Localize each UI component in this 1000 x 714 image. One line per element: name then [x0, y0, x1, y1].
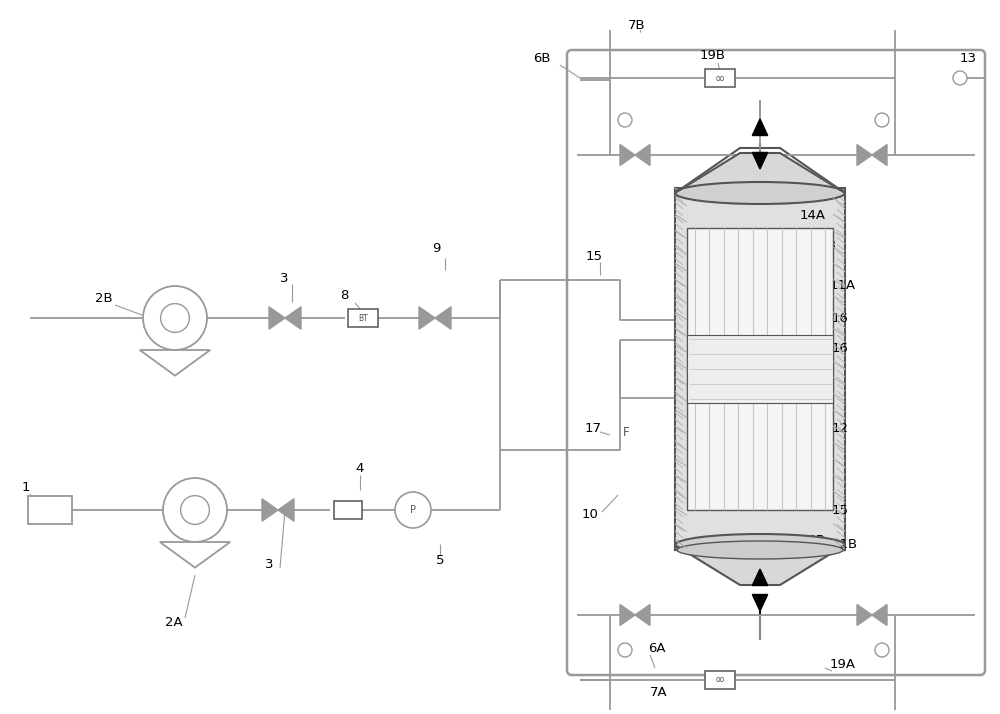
Polygon shape [278, 499, 294, 521]
Circle shape [143, 286, 207, 350]
Text: 11A: 11A [830, 278, 856, 291]
Text: 18: 18 [820, 238, 837, 251]
Ellipse shape [675, 534, 845, 556]
Text: 2B: 2B [95, 291, 113, 304]
Text: 3: 3 [280, 271, 289, 284]
Polygon shape [635, 605, 650, 625]
Text: 5: 5 [436, 553, 445, 566]
Text: 15: 15 [586, 249, 603, 263]
Text: 16: 16 [832, 311, 849, 324]
Text: 10: 10 [582, 508, 599, 521]
Text: F: F [740, 426, 747, 438]
Text: 2A: 2A [165, 616, 183, 630]
Text: 6B: 6B [533, 51, 550, 64]
Bar [348, 309, 378, 327]
Polygon shape [635, 144, 650, 166]
Text: 11B: 11B [832, 538, 858, 551]
Text: F: F [623, 426, 630, 438]
Text: 15: 15 [832, 503, 849, 516]
Circle shape [618, 643, 632, 657]
Circle shape [875, 643, 889, 657]
Polygon shape [857, 144, 872, 166]
Polygon shape [160, 542, 230, 568]
Polygon shape [620, 144, 635, 166]
Circle shape [953, 71, 967, 85]
Polygon shape [269, 307, 285, 329]
Bar [687, 228, 833, 510]
Text: P: P [410, 505, 416, 515]
Text: oo: oo [715, 74, 725, 83]
Text: 7B: 7B [628, 19, 646, 31]
Polygon shape [435, 307, 451, 329]
Polygon shape [752, 119, 768, 136]
Circle shape [395, 492, 431, 528]
Text: 3: 3 [265, 558, 274, 571]
Text: 14A: 14A [800, 208, 826, 221]
Text: 9: 9 [432, 241, 440, 254]
Text: 19B: 19B [700, 49, 726, 61]
Text: 4: 4 [355, 461, 363, 475]
Circle shape [875, 113, 889, 127]
Bar [705, 671, 735, 689]
Text: 19A: 19A [830, 658, 856, 671]
Circle shape [163, 478, 227, 542]
Polygon shape [140, 350, 210, 376]
Text: 6A: 6A [648, 641, 666, 655]
Text: BT: BT [358, 313, 368, 323]
Text: 16: 16 [832, 341, 849, 354]
Polygon shape [262, 499, 278, 521]
Bar [675, 188, 845, 550]
Polygon shape [857, 605, 872, 625]
Polygon shape [675, 545, 845, 585]
Polygon shape [872, 144, 887, 166]
Text: oo: oo [715, 675, 725, 685]
Text: 1: 1 [22, 481, 31, 493]
Text: 14B: 14B [800, 533, 826, 546]
Bar [334, 501, 362, 519]
Polygon shape [285, 307, 301, 329]
Polygon shape [620, 605, 635, 625]
Polygon shape [675, 153, 845, 193]
Polygon shape [752, 153, 768, 169]
Text: 8: 8 [340, 288, 348, 301]
Polygon shape [872, 605, 887, 625]
Bar [687, 335, 833, 403]
Text: 7A: 7A [650, 686, 668, 700]
Polygon shape [752, 569, 768, 585]
Text: 17: 17 [585, 421, 602, 435]
Bar [705, 69, 735, 87]
Circle shape [618, 113, 632, 127]
Ellipse shape [677, 541, 843, 559]
Circle shape [161, 303, 189, 333]
Text: 13: 13 [960, 51, 977, 64]
Text: 12: 12 [832, 421, 849, 435]
Ellipse shape [675, 182, 845, 204]
Polygon shape [419, 307, 435, 329]
Circle shape [181, 496, 209, 524]
Bar [28, 496, 72, 524]
Polygon shape [752, 595, 768, 611]
